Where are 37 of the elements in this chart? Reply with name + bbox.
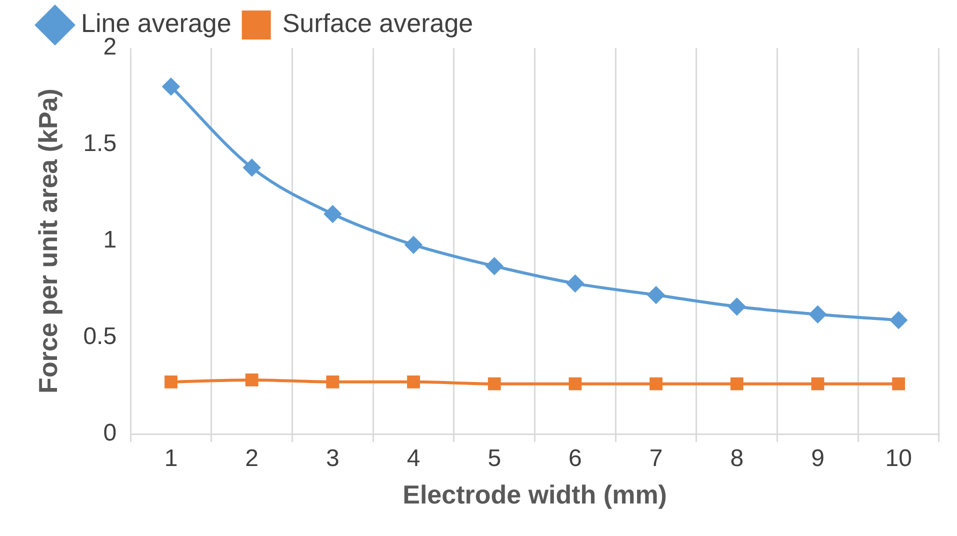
- point: [811, 377, 824, 390]
- x-tick-label: 1: [164, 445, 178, 472]
- x-tick-label: 10: [885, 445, 912, 472]
- point: [407, 375, 420, 388]
- x-tick-label: 4: [406, 445, 420, 472]
- point: [326, 375, 340, 388]
- y-tick-label: 0.5: [83, 323, 117, 350]
- x-tick-label: 9: [811, 445, 824, 472]
- x-tick-label: 7: [649, 445, 663, 472]
- x-tick-label: 5: [488, 445, 502, 472]
- x-tick-label: 3: [326, 445, 340, 472]
- y-tick-label: 1.5: [83, 130, 117, 158]
- point: [405, 236, 422, 254]
- point: [324, 205, 342, 222]
- x-tick-label: 2: [245, 445, 259, 472]
- point: [809, 306, 826, 323]
- point: [245, 374, 258, 386]
- point: [486, 258, 503, 275]
- x-axis-title: Electrode width (mm): [402, 480, 667, 510]
- x-tick-label: 8: [730, 445, 744, 472]
- legend-label: Surface average: [282, 8, 474, 38]
- point: [243, 159, 260, 176]
- point: [650, 377, 662, 390]
- point: [728, 298, 746, 316]
- point: [892, 377, 906, 390]
- y-tick-label: 1: [103, 226, 117, 254]
- x-tick-label: 6: [568, 445, 582, 472]
- point: [648, 286, 665, 304]
- point: [566, 274, 584, 292]
- y-axis-title: Force per unit area (kPa): [32, 88, 63, 394]
- point: [162, 78, 180, 96]
- point: [164, 375, 178, 388]
- point: [890, 312, 908, 329]
- y-tick-label: 0: [103, 420, 117, 447]
- point: [568, 377, 582, 390]
- point: [730, 377, 744, 390]
- point: [488, 377, 501, 390]
